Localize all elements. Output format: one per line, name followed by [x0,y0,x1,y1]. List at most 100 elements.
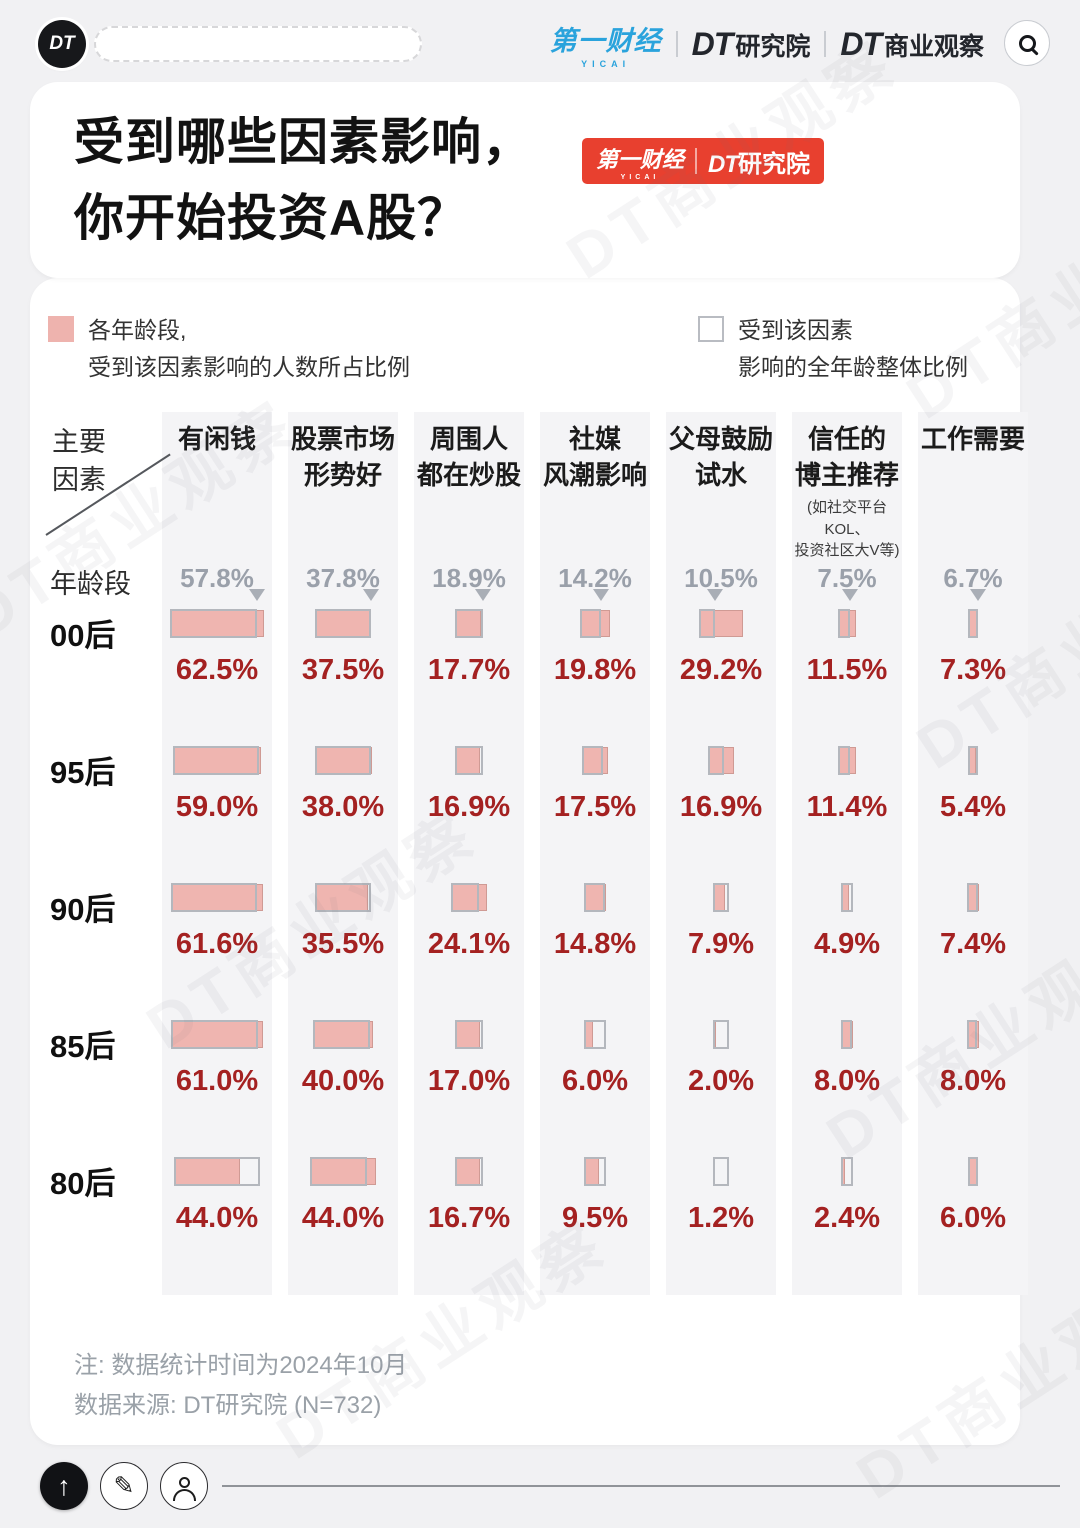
chart: 主要 因素 年龄段 00后 95后 90后 85后 80后 有闲钱 57.8% 62.5% 5… [45,412,1028,1295]
bar-group [313,1020,373,1049]
bar-cell: 17.7% [414,609,524,747]
age-group-label: 00后 [50,618,116,653]
overall-outline-bar [454,1157,484,1186]
age-group-label: 80后 [50,1166,116,1201]
overall-outline-bar [584,1020,606,1049]
bar-group [454,609,484,638]
bar-value-label: 11.4% [806,791,888,823]
overall-outline-bar [967,609,978,638]
dt-research-logo-prefix: DT [691,25,734,62]
bar-group [170,883,264,912]
dt-research-logo-suffix: 研究院 [735,32,811,61]
bar-value-label: 1.2% [687,1202,755,1234]
bar-value-label: 61.0% [175,1065,259,1097]
overall-outline-bar [713,883,729,912]
bar-value-label: 24.1% [427,928,511,960]
factor-header: 信任的 博主推荐 (如社交平台KOL、 投资社区大V等) [792,412,902,562]
bar-cell: 11.4% [792,746,902,884]
overall-outline-bar [170,609,257,638]
bar-cell: 37.5% [288,609,398,747]
badge-yicai-subtext: YICAI [620,173,660,181]
bar-group [173,1157,261,1186]
legend-label-overall: 受到该因素 影响的全年龄整体比例 [738,317,968,380]
scroll-top-button[interactable]: ↑ [40,1462,88,1510]
factor-header: 有闲钱 [162,412,272,562]
bar-value-label: 16.9% [427,791,511,823]
overall-percentage: 57.8% [180,563,254,593]
bar-value-label: 9.5% [561,1202,629,1234]
bar-value-label: 40.0% [301,1065,385,1097]
overall-cell: 37.8% [288,562,398,610]
bar-group [713,1157,729,1186]
factor-header: 社媒 风潮影响 [540,412,650,562]
bar-value-label: 14.8% [553,928,637,960]
bar-group [584,1157,606,1186]
bar-group [584,1020,606,1049]
bar-cell: 14.8% [540,883,650,1021]
yicai-logo-text: 第一财经 [549,26,662,56]
factor-name: 股票市场 形势好 [290,424,395,490]
bar-value-label: 62.5% [175,654,259,686]
dt-business-logo-suffix: 商业观察 [883,32,984,61]
profile-button[interactable] [160,1462,208,1510]
bar-value-label: 16.9% [679,791,763,823]
bar-group [967,1157,979,1186]
bar-group [580,609,610,638]
factor-header: 工作需要 [918,412,1028,562]
overall-outline-bar [173,1157,261,1186]
factor-name: 有闲钱 [177,424,256,454]
bar-cell: 17.5% [540,746,650,884]
factor-column: 社媒 风潮影响 14.2% 19.8% 17.5% 14.8% 6.0% 9.5% [540,412,650,1295]
bar-cell: 8.0% [792,1020,902,1158]
bar-cell: 61.0% [162,1020,272,1158]
bar-value-label: 4.9% [813,928,881,960]
overall-percentage: 10.5% [684,563,758,593]
factor-name: 父母鼓励 试水 [668,424,773,490]
bar-cell: 35.5% [288,883,398,1021]
search-button[interactable] [1004,20,1050,66]
bar-group [713,883,729,912]
bar-value-label: 44.0% [301,1202,385,1234]
footnote: 注: 数据统计时间为2024年10月 数据来源: DT研究院 (N=732) [74,1346,407,1425]
overall-outline-bar [314,609,372,638]
overall-marker-triangle-icon [841,589,858,601]
yicai-logo: 第一财经 YICAI [550,19,662,69]
overall-outline-bar [838,746,850,775]
bar-value-label: 16.7% [427,1202,511,1234]
overall-outline-bar [314,883,372,912]
overall-marker-triangle-icon [248,589,265,601]
bar-cell: 11.5% [792,609,902,747]
overall-outline-bar [699,609,715,638]
bar-cell: 6.0% [540,1020,650,1158]
bar-cell: 44.0% [162,1157,272,1295]
bar-group [310,1157,376,1186]
overall-outline-bar [841,1157,853,1186]
search-input[interactable] [94,26,422,62]
bar-cell: 7.4% [918,883,1028,1021]
dt-business-logo: DT 商业观察 [840,26,984,63]
badge-dt-suffix: 研究院 [738,150,811,178]
factor-header: 周围人 都在炒股 [414,412,524,562]
overall-cell: 7.5% [792,562,902,610]
badge-yicai-logo: 第一财经 YICAI [596,142,684,181]
factor-name: 信任的 博主推荐 [794,424,899,490]
factor-header: 股票市场 形势好 [288,412,398,562]
overall-outline-bar [841,883,853,912]
bar-group [838,746,856,775]
pencil-icon: ✎ [113,1472,135,1500]
bar-value-label: 35.5% [301,928,385,960]
bar-group [454,746,484,775]
legend-item-overall: 受到该因素 影响的全年龄整体比例 [698,312,968,386]
bar-group [708,746,734,775]
overall-marker-triangle-icon [475,589,492,601]
yicai-logo-subtext: YICAI [581,59,631,69]
bar-group [172,746,262,775]
overall-outline-bar [967,746,979,775]
dt-research-logo: DT 研究院 [692,26,811,63]
edit-button[interactable]: ✎ [100,1462,148,1510]
bar-value-label: 7.3% [939,654,1007,686]
dt-business-logo-prefix: DT [840,25,882,62]
bar-cell: 17.0% [414,1020,524,1158]
bar-cell: 40.0% [288,1020,398,1158]
